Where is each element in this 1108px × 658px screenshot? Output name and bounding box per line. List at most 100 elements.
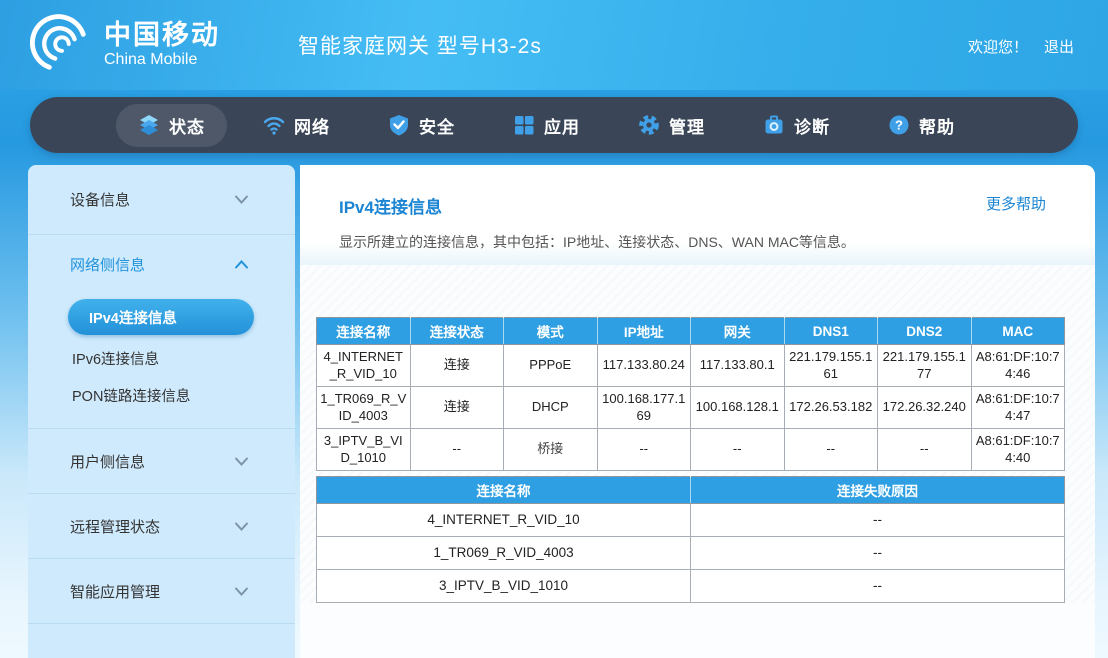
- cell-connection-name: 4_INTERNET_R_VID_10: [316, 344, 411, 387]
- table-row: 4_INTERNET_R_VID_10 --: [316, 503, 1065, 537]
- cell-connection-name: 4_INTERNET_R_VID_10: [316, 503, 691, 537]
- main-nav: 状态 网络 安全 应用 管理: [30, 97, 1078, 153]
- connection-failure-table: 连接名称 连接失败原因 4_INTERNET_R_VID_10 -- 1_TR0…: [316, 476, 1065, 603]
- cell-dns2: 221.179.155.177: [877, 344, 972, 387]
- sidebar: 设备信息 网络侧信息 IPv4连接信息 IPv6连接信息 PON链路连接信息 用…: [28, 165, 295, 658]
- sidebar-item-pon-link[interactable]: PON链路连接信息: [72, 389, 191, 405]
- main-panel: IPv4连接信息 更多帮助 显示所建立的连接信息，其中包括：IP地址、连接状态、…: [300, 165, 1095, 658]
- cell-dns1: 221.179.155.161: [783, 344, 878, 387]
- cell-dns1: --: [783, 428, 878, 471]
- cell-dns1: 172.26.53.182: [783, 386, 878, 429]
- table-row: 4_INTERNET_R_VID_10 连接 PPPoE 117.133.80.…: [316, 344, 1065, 387]
- cell-gateway: 100.168.128.1: [690, 386, 785, 429]
- tab-diagnostics[interactable]: 诊断: [741, 104, 852, 147]
- col-header: 模式: [503, 317, 598, 345]
- divider: [28, 493, 295, 494]
- cell-connection-status: --: [409, 428, 504, 471]
- cell-dns2: --: [877, 428, 972, 471]
- main-body: 连接名称 连接状态 模式 IP地址 网关 DNS1 DNS2 MAC 4_INT…: [300, 265, 1095, 603]
- sidebar-group-network-info[interactable]: 网络侧信息: [28, 235, 295, 293]
- col-header: 连接名称: [316, 317, 411, 345]
- table-row: 1_TR069_R_VID_4003 --: [316, 536, 1065, 570]
- chevron-down-icon: [234, 194, 249, 205]
- col-header: DNS1: [784, 317, 878, 345]
- tab-label: 管理: [669, 117, 705, 137]
- tab-status[interactable]: 状态: [116, 103, 227, 147]
- sidebar-group-user-info[interactable]: 用户侧信息: [28, 429, 295, 493]
- col-header: IP地址: [597, 317, 691, 345]
- cell-connection-name: 3_IPTV_B_VID_1010: [316, 569, 691, 603]
- cell-gateway: --: [690, 428, 785, 471]
- cell-failure-reason: --: [690, 503, 1065, 537]
- layers-icon: [138, 114, 160, 136]
- sidebar-group-label: 网络侧信息: [70, 256, 146, 274]
- sidebar-children: IPv4连接信息 IPv6连接信息 PON链路连接信息: [28, 293, 295, 428]
- logout-link[interactable]: 退出: [1043, 39, 1074, 56]
- tab-label: 网络: [294, 117, 330, 137]
- tab-applications[interactable]: 应用: [491, 104, 602, 147]
- tab-label: 诊断: [794, 117, 830, 137]
- cell-mode: DHCP: [503, 386, 598, 429]
- tab-management[interactable]: 管理: [616, 104, 727, 147]
- table-row: 3_IPTV_B_VID_1010 --: [316, 569, 1065, 603]
- cell-dns2: 172.26.32.240: [877, 386, 972, 429]
- table-row: 3_IPTV_B_VID_1010 -- 桥接 -- -- -- -- A8:6…: [316, 428, 1065, 471]
- toolbox-icon: [763, 114, 785, 136]
- cell-connection-name: 3_IPTV_B_VID_1010: [316, 428, 411, 471]
- cell-gateway: 117.133.80.1: [690, 344, 785, 387]
- sidebar-group-remote-management[interactable]: 远程管理状态: [28, 494, 295, 558]
- tab-security[interactable]: 安全: [366, 104, 477, 147]
- divider: [28, 558, 295, 559]
- logo-text: 中国移动 China Mobile: [104, 19, 220, 70]
- cell-failure-reason: --: [690, 569, 1065, 603]
- section-description: 显示所建立的连接信息，其中包括：IP地址、连接状态、DNS、WAN MAC等信息…: [339, 234, 855, 250]
- wifi-icon: [263, 114, 285, 136]
- sidebar-group-label: 设备信息: [70, 192, 131, 209]
- chevron-down-icon: [234, 586, 249, 597]
- tab-network[interactable]: 网络: [241, 104, 352, 147]
- chevron-down-icon: [234, 521, 249, 532]
- cell-connection-status: 连接: [409, 386, 504, 429]
- cell-mac: A8:61:DF:10:74:47: [970, 386, 1065, 429]
- cell-connection-name: 1_TR069_R_VID_4003: [316, 386, 411, 429]
- tab-help[interactable]: ? 帮助: [866, 104, 977, 147]
- col-header: 连接失败原因: [690, 476, 1065, 504]
- tab-label: 帮助: [919, 117, 955, 137]
- logo-chinese: 中国移动: [104, 19, 220, 50]
- sidebar-group-device-info[interactable]: 设备信息: [28, 165, 295, 234]
- more-help-link[interactable]: 更多帮助: [985, 196, 1046, 213]
- divider: [28, 428, 295, 429]
- chevron-up-icon: [234, 259, 249, 270]
- cell-ip-address: 100.168.177.169: [596, 386, 691, 429]
- grid-icon: [513, 114, 535, 136]
- sidebar-group-label: 用户侧信息: [70, 453, 146, 471]
- cell-failure-reason: --: [690, 536, 1065, 570]
- table-row: 1_TR069_R_VID_4003 连接 DHCP 100.168.177.1…: [316, 386, 1065, 429]
- help-icon: ?: [888, 114, 910, 136]
- cell-ip-address: 117.133.80.24: [596, 344, 691, 387]
- china-mobile-swirl-icon: [30, 14, 86, 70]
- divider: [28, 623, 295, 624]
- col-header: 网关: [690, 317, 785, 345]
- sidebar-group-label: 智能应用管理: [70, 583, 161, 601]
- tab-label: 状态: [169, 117, 205, 137]
- sidebar-group-smart-apps[interactable]: 智能应用管理: [28, 559, 295, 623]
- section-title: IPv4连接信息: [339, 198, 442, 217]
- divider: [28, 234, 295, 235]
- col-header: 连接名称: [316, 476, 691, 504]
- cell-mac: A8:61:DF:10:74:46: [970, 344, 1065, 387]
- sidebar-group-label: 远程管理状态: [70, 518, 161, 536]
- tab-label: 应用: [544, 117, 580, 137]
- gear-icon: [638, 114, 660, 136]
- sidebar-item-ipv4-connection[interactable]: IPv4连接信息: [68, 299, 254, 335]
- logo-english: China Mobile: [104, 51, 198, 69]
- ipv4-connection-table: 连接名称 连接状态 模式 IP地址 网关 DNS1 DNS2 MAC 4_INT…: [316, 317, 1065, 471]
- col-header: DNS2: [877, 317, 972, 345]
- cell-mode: 桥接: [503, 428, 598, 471]
- china-mobile-logo: 中国移动 China Mobile: [30, 14, 220, 76]
- main-header: IPv4连接信息 更多帮助 显示所建立的连接信息，其中包括：IP地址、连接状态、…: [300, 165, 1095, 265]
- sidebar-item-ipv6-connection[interactable]: IPv6连接信息: [72, 352, 160, 368]
- svg-text:?: ?: [895, 118, 903, 133]
- cell-mac: A8:61:DF:10:74:40: [970, 428, 1065, 471]
